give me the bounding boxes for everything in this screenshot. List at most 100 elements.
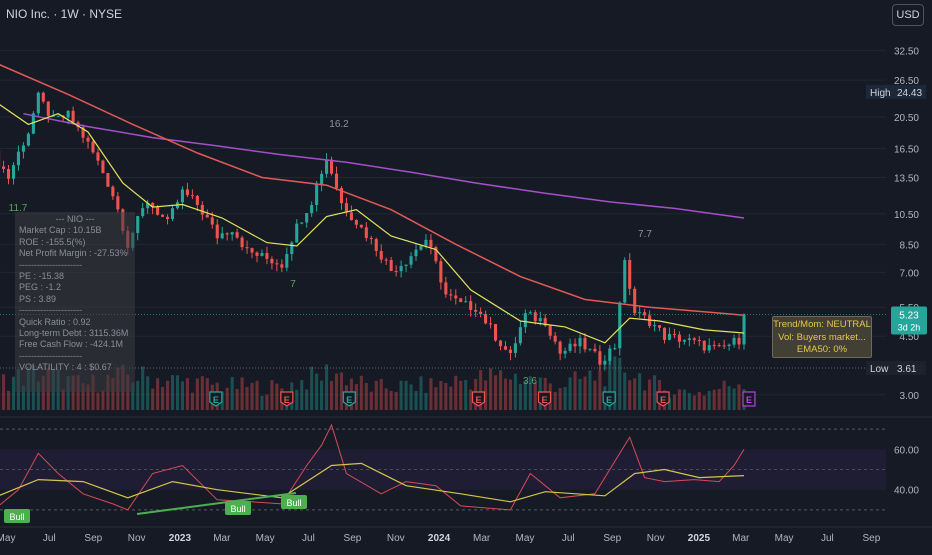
- volume-bar: [578, 379, 581, 410]
- info-volume: Vol: Buyers market...: [773, 332, 871, 345]
- candle-body: [459, 298, 462, 302]
- candle-body: [310, 205, 313, 213]
- candle-body: [91, 142, 94, 153]
- fund-line: Net Profit Margin : -27.53%: [19, 248, 131, 259]
- info-ema50: EMA50: 0%: [773, 344, 871, 357]
- bull-label: Bull: [286, 498, 301, 508]
- volume-bar: [449, 387, 452, 410]
- volume-bar: [439, 381, 442, 410]
- price-annotation: 3.6: [523, 376, 537, 387]
- candle-body: [514, 343, 517, 353]
- volume-bar: [509, 380, 512, 410]
- volume-bar: [370, 392, 373, 410]
- candle-body: [539, 318, 542, 321]
- volume-bar: [101, 390, 104, 410]
- volume-bar: [419, 376, 422, 410]
- volume-bar: [236, 389, 239, 410]
- candle-body: [216, 225, 219, 239]
- volume-bar: [454, 376, 457, 410]
- candle-body: [449, 294, 452, 295]
- high-label: High: [870, 88, 891, 99]
- candle-body: [658, 325, 661, 328]
- candle-body: [439, 261, 442, 282]
- volume-bar: [499, 370, 502, 410]
- candle-body: [360, 225, 363, 228]
- time-axis-label: Jul: [302, 533, 315, 544]
- candle-body: [623, 260, 626, 302]
- volume-bar: [390, 391, 393, 410]
- price-axis-label: 16.50: [894, 145, 919, 156]
- candle-body: [628, 260, 631, 289]
- candle-body: [106, 173, 109, 187]
- volume-bar: [673, 394, 676, 410]
- candle-body: [688, 338, 691, 340]
- candle-body: [638, 312, 641, 313]
- candle-body: [241, 238, 244, 248]
- candle-body: [375, 239, 378, 251]
- time-axis-label: Sep: [603, 533, 621, 544]
- volume-bar: [574, 371, 577, 410]
- candle-body: [414, 250, 417, 256]
- bull-label: Bull: [230, 504, 245, 514]
- currency-button[interactable]: USD: [892, 4, 924, 26]
- fund-line: VOLATILITY : 4 : $0.67: [19, 362, 131, 373]
- candle-body: [320, 174, 323, 184]
- volume-bar: [136, 381, 139, 410]
- volume-bar: [2, 374, 5, 410]
- candle-body: [663, 328, 666, 340]
- earnings-marker-label: E: [284, 395, 290, 405]
- candle-body: [574, 344, 577, 347]
- fund-line: Long-term Debt : 3115.36M: [19, 328, 131, 339]
- candle-body: [499, 341, 502, 347]
- candle-body: [519, 327, 522, 343]
- volume-bar: [166, 381, 169, 410]
- candle-body: [186, 189, 189, 195]
- volume-bar: [141, 367, 144, 410]
- volume-bar: [638, 373, 641, 410]
- volume-bar: [683, 390, 686, 410]
- candle-body: [181, 189, 184, 202]
- volume-bar: [231, 377, 234, 410]
- candle-body: [211, 217, 214, 224]
- volume-bar: [171, 375, 174, 410]
- volume-bar: [405, 381, 408, 410]
- candle-body: [429, 240, 432, 247]
- volume-bar: [733, 389, 736, 410]
- volume-bar: [643, 390, 646, 410]
- candle-body: [469, 301, 472, 310]
- candle-body: [583, 338, 586, 350]
- price-annotation: 7: [290, 279, 296, 290]
- volume-bar: [241, 377, 244, 410]
- candle-body: [345, 203, 348, 212]
- high-value: 24.43: [897, 88, 922, 99]
- price-axis-label: 20.50: [894, 113, 919, 124]
- volume-bar: [593, 381, 596, 410]
- candle-body: [315, 184, 318, 205]
- price-axis-label: 10.50: [894, 210, 919, 221]
- volume-bar: [340, 372, 343, 410]
- candle-body: [444, 282, 447, 294]
- volume-bar: [653, 375, 656, 410]
- candle-body: [593, 349, 596, 351]
- time-axis-label: Mar: [732, 533, 750, 544]
- time-axis-label: Nov: [647, 533, 665, 544]
- volume-bar: [469, 389, 472, 410]
- candle-body: [72, 111, 75, 123]
- time-axis-label: 2024: [428, 533, 451, 544]
- candle-body: [57, 116, 60, 117]
- volume-bar: [255, 381, 258, 410]
- price-axis-label: 7.00: [900, 268, 920, 279]
- rsi-axis-label: 60.00: [894, 445, 919, 456]
- candle-body: [564, 351, 567, 354]
- time-axis-label: Jul: [562, 533, 575, 544]
- volume-bar: [186, 378, 189, 410]
- candle-body: [101, 161, 104, 173]
- volume-bar: [310, 367, 313, 410]
- candle-body: [618, 303, 621, 349]
- candle-body: [395, 271, 398, 272]
- candle-body: [12, 165, 15, 179]
- candle-body: [42, 93, 45, 102]
- candle-body: [255, 253, 258, 256]
